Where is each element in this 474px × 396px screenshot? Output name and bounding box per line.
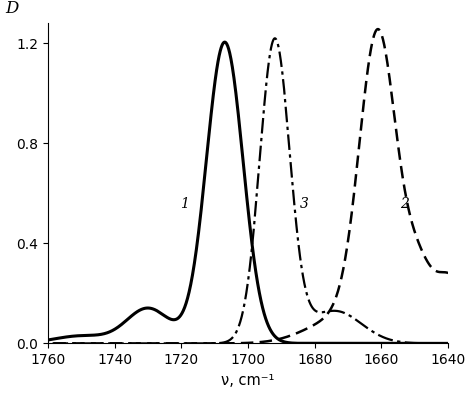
Text: 2: 2: [400, 198, 409, 211]
Text: 1: 1: [180, 198, 189, 211]
Text: 3: 3: [301, 198, 309, 211]
X-axis label: ν, cm⁻¹: ν, cm⁻¹: [221, 373, 275, 388]
Y-axis label: D: D: [5, 0, 19, 17]
